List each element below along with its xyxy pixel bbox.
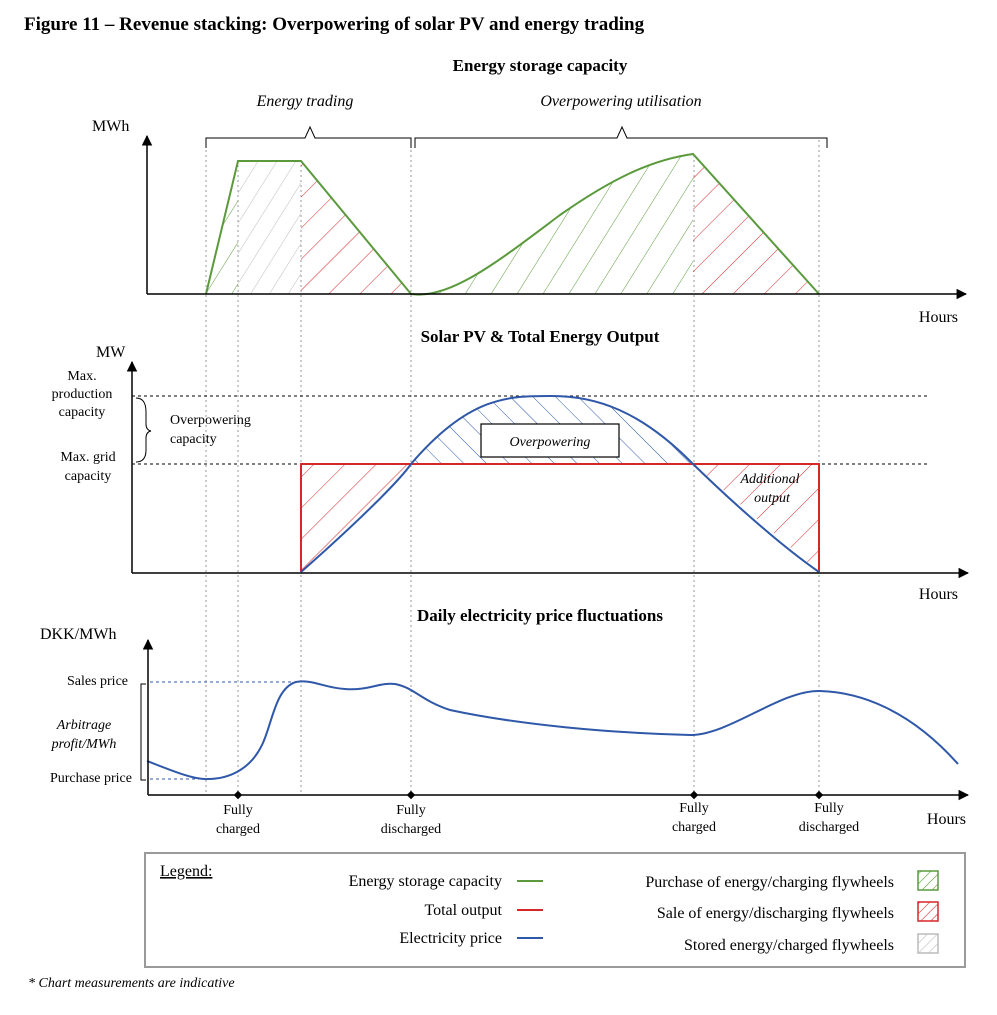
legend-title: Legend:: [160, 863, 212, 880]
legend-line-label-storage: Energy storage capacity: [349, 873, 502, 890]
event-marker: [814, 790, 824, 800]
max-production-label-3: capacity: [59, 405, 106, 420]
sales-price-label: Sales price: [67, 674, 128, 689]
overpowering-capacity-label-1: Overpowering: [170, 413, 251, 428]
legend: Legend: Energy storage capacity Total ou…: [144, 852, 966, 968]
panel1-y-unit: MWh: [92, 118, 129, 135]
panel3-y-unit: DKK/MWh: [40, 626, 116, 643]
panel1-x-label: Hours: [919, 309, 958, 326]
legend-fill-label-stored: Stored energy/charged flywheels: [684, 937, 894, 954]
event-label-3a: Fully: [679, 801, 709, 816]
figure-title: Figure 11 – Revenue stacking: Overpoweri…: [24, 14, 645, 35]
phase-label-overpowering: Overpowering utilisation: [540, 93, 701, 110]
footnote: * Chart measurements are indicative: [28, 976, 235, 991]
max-production-label-2: production: [52, 387, 113, 402]
panel3-x-label: Hours: [927, 811, 966, 828]
phase-label-energy-trading: Energy trading: [256, 93, 354, 110]
panel-energy-storage: Energy storage capacity Energy trading O…: [92, 56, 968, 326]
solar-pv-line: [300, 394, 820, 573]
panel2-title: Solar PV & Total Energy Output: [421, 327, 660, 346]
charge-area-overpowering: [411, 154, 693, 295]
overpowering-box: [480, 423, 620, 458]
purchase-price-label: Purchase price: [50, 771, 132, 786]
legend-fill-swatch-stored: [917, 933, 939, 954]
stored-area: [238, 161, 301, 294]
additional-output-area-left: [301, 464, 411, 572]
overpowering-capacity-brace: [135, 397, 152, 463]
panel1-title: Energy storage capacity: [453, 56, 628, 75]
event-label-2a: Fully: [396, 803, 426, 818]
arbitrage-label-1: Arbitrage: [56, 718, 111, 733]
legend-fill-swatch-sale: [917, 901, 939, 922]
legend-line-label-output: Total output: [424, 902, 502, 919]
brace-energy-trading: [205, 125, 412, 148]
event-label-1a: Fully: [223, 803, 253, 818]
additional-output-label-1: Additional: [739, 472, 799, 487]
overpowering-box-label: Overpowering: [510, 435, 591, 450]
event-marker: [689, 790, 699, 800]
legend-fill-label-sale: Sale of energy/discharging flywheels: [657, 905, 894, 922]
brace-overpowering: [414, 125, 828, 148]
panel-price-fluctuations: Daily electricity price fluctuations DKK…: [40, 606, 970, 837]
event-label-4a: Fully: [814, 801, 844, 816]
arbitrage-label-2: profit/MWh: [51, 737, 117, 752]
total-output-line: [300, 463, 820, 572]
max-grid-label-1: Max. grid: [60, 450, 115, 465]
panel2-y-unit: MW: [96, 344, 126, 361]
additional-output-area-right: [693, 464, 819, 572]
legend-fill-label-purchase: Purchase of energy/charging flywheels: [645, 874, 894, 891]
event-label-1b: charged: [216, 822, 260, 837]
event-marker: [406, 790, 416, 800]
legend-fill-swatch-purchase: [917, 870, 939, 891]
panel-solar-output: Solar PV & Total Energy Output MW Overpo…: [52, 327, 970, 603]
legend-box: [144, 852, 966, 968]
panel2-x-label: Hours: [919, 586, 958, 603]
max-grid-label-2: capacity: [65, 469, 112, 484]
legend-line-label-price: Electricity price: [399, 930, 502, 947]
event-label-2b: discharged: [381, 822, 441, 837]
panel3-title: Daily electricity price fluctuations: [417, 606, 663, 625]
event-label-4b: discharged: [799, 820, 859, 835]
event-marker: [233, 790, 243, 800]
event-label-3b: charged: [672, 820, 716, 835]
arbitrage-bracket: [140, 683, 146, 781]
max-production-label-1: Max.: [67, 369, 96, 384]
overpowering-capacity-label-2: capacity: [170, 432, 217, 447]
electricity-price-line: [146, 680, 959, 781]
additional-output-label-2: output: [754, 491, 791, 506]
